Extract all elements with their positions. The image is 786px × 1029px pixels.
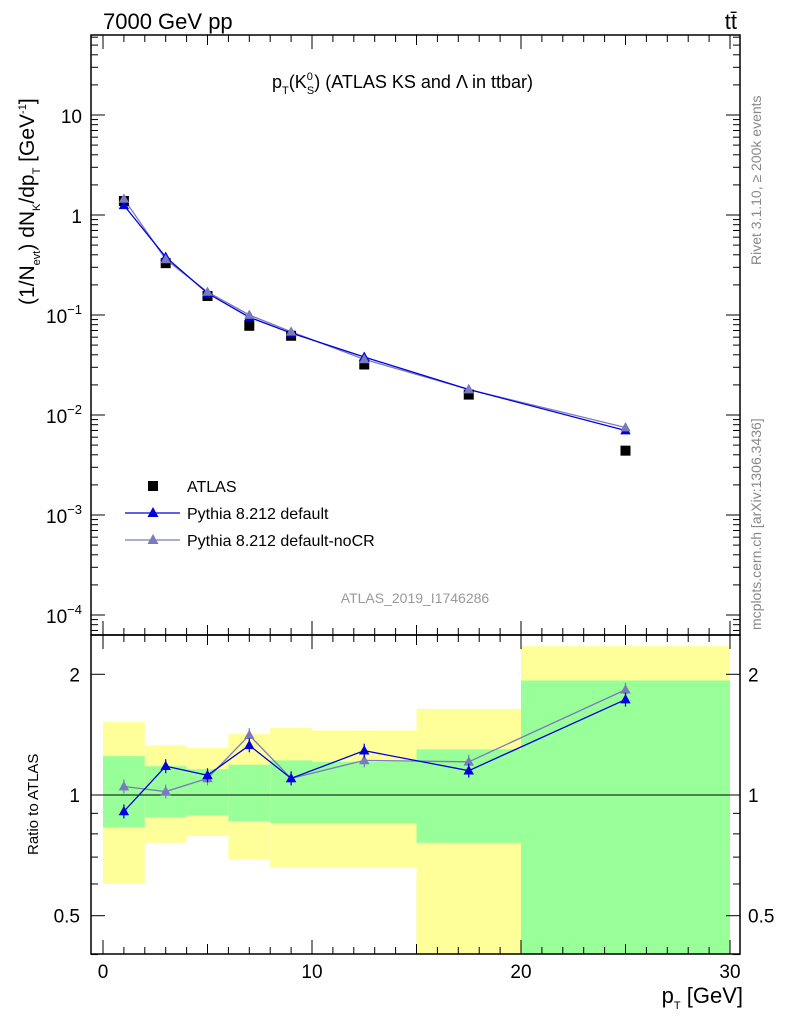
legend-nocr-label: Pythia 8.212 default-noCR (187, 533, 375, 550)
ratio-marker-default (118, 805, 130, 816)
ratio-marker-default (244, 739, 255, 750)
main-y-tick-label: 10−1 (46, 302, 82, 328)
main-marker-nocr (244, 309, 255, 319)
main-y-axis-label: (1/Nevt) dNK/dpT [GeV-1] (16, 98, 43, 305)
main-marker-nocr (118, 193, 130, 203)
ratio-marker-nocr (160, 786, 171, 796)
main-marker-default (118, 199, 130, 210)
header-energy-label: 7000 GeV pp (103, 9, 233, 34)
ratio-band-inner (521, 680, 730, 954)
atlas-data-point (463, 389, 474, 400)
main-marker-nocr (285, 326, 297, 336)
main-marker-nocr (620, 421, 631, 432)
ratio-marker-default (285, 772, 297, 783)
main-marker-nocr (202, 286, 213, 296)
ratio-y-tick-label-left: 2 (69, 665, 80, 686)
ratio-y-axis-label: Ratio to ATLAS (25, 754, 42, 855)
ratio-band-inner (270, 760, 312, 824)
ratio-marker-nocr (359, 754, 370, 765)
ratio-y-tick-label-left: 0.5 (54, 907, 80, 928)
ratio-marker-nocr (118, 781, 130, 791)
ratio-marker-nocr (620, 684, 631, 694)
main-series (118, 193, 631, 456)
main-y-tick-label: 10−4 (46, 602, 82, 628)
main-line-nocr (123, 198, 626, 429)
ratio-y-tick-label-left: 1 (69, 786, 80, 807)
ratio-marker-nocr (244, 729, 255, 740)
ratio-y-tick-label-right: 1 (748, 786, 759, 807)
header-process-label: tt̄ (725, 9, 737, 34)
x-tick-label: 10 (301, 962, 322, 983)
ratio-marker-default (359, 745, 370, 755)
main-line-default (123, 204, 626, 432)
x-tick-label: 0 (98, 962, 109, 983)
atlas-data-point (244, 320, 255, 331)
ratio-uncertainty-bands (103, 646, 730, 954)
analysis-id-watermark: ATLAS_2019_I1746286 (341, 590, 490, 606)
main-marker-nocr (463, 383, 474, 394)
ratio-band-inner (312, 761, 417, 824)
main-y-tick-label: 10−3 (46, 502, 82, 528)
ratio-series (118, 682, 631, 819)
mcplots-reference-label: mcplots.cern.ch [arXiv:1306.3436] (748, 418, 764, 630)
legend: ATLAS Pythia 8.212 default Pythia 8.212 … (125, 479, 375, 550)
ratio-y-tick-label-right: 0.5 (748, 907, 774, 928)
ratio-line-default (123, 698, 626, 812)
main-marker-nocr (160, 253, 171, 264)
ratio-y-tick-label-right: 2 (748, 665, 759, 686)
ratio-marker-nocr (463, 756, 474, 766)
ratio-marker-default (620, 694, 631, 704)
x-tick-label: 20 (510, 962, 531, 983)
legend-nocr-marker (147, 534, 159, 544)
x-tick-label: 30 (719, 962, 740, 983)
ratio-marker-default (202, 769, 213, 780)
ratio-line-nocr (123, 689, 626, 793)
main-y-tick-label: 10−2 (46, 402, 82, 428)
legend-default-label: Pythia 8.212 default (187, 506, 329, 523)
axis-ticks: 10−4 10−3 10−2 10−1 1 10 0 10 20 30 0.5 0.5 1 1 2 2 (46, 35, 774, 983)
legend-atlas-marker (148, 481, 158, 491)
main-y-tick-label: 1 (71, 207, 82, 228)
atlas-data-point (359, 359, 370, 370)
main-marker-nocr (359, 353, 370, 364)
legend-default-marker (147, 507, 159, 517)
main-y-tick-label: 10 (61, 107, 82, 128)
ratio-marker-default (463, 765, 474, 775)
plot-title: pT(K0 S) (ATLAS KS and Λ in ttbar) (272, 71, 533, 97)
ratio-band-inner (228, 764, 271, 822)
x-axis-label: pT [GeV] (662, 983, 743, 1012)
rivet-version-label: Rivet 3.1.10, ≥ 200k events (748, 95, 764, 265)
atlas-data-point (620, 445, 631, 456)
ratio-marker-default (160, 760, 171, 771)
legend-atlas-label: ATLAS (187, 479, 237, 496)
